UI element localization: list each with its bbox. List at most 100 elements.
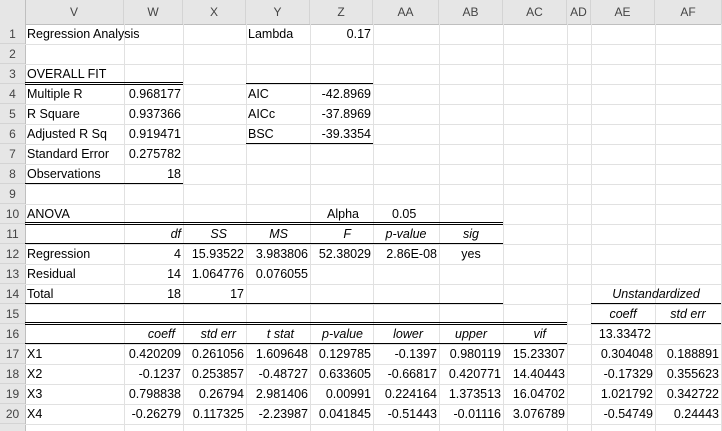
row-header-11[interactable]: 11 [0, 224, 25, 244]
row-header-9[interactable]: 9 [0, 184, 25, 204]
cell-x4-label[interactable]: X4 [27, 407, 43, 421]
cell-x1-unstd-coeff[interactable]: 0.304048 [600, 347, 653, 361]
row-header-5[interactable]: 5 [0, 104, 25, 124]
column-header-w[interactable]: W [124, 0, 183, 24]
cell-observations-value[interactable]: 18 [167, 167, 181, 181]
cell-x4-lower[interactable]: -0.51443 [387, 407, 437, 421]
cell-x2-lower[interactable]: -0.66817 [387, 367, 437, 381]
cell-r-square-label[interactable]: R Square [27, 107, 80, 121]
cell-total-ss[interactable]: 17 [230, 287, 244, 301]
cell-x3-p-value[interactable]: 0.00991 [325, 387, 371, 401]
row-header-1[interactable]: 1 [0, 24, 25, 44]
cell-alpha-value[interactable]: 0.05 [392, 207, 417, 221]
select-all-corner[interactable] [0, 0, 26, 24]
cell-aicc-label[interactable]: AICc [248, 107, 276, 121]
row-header-10[interactable]: 10 [0, 204, 25, 224]
cell-adj-r-sq-value[interactable]: 0.919471 [128, 127, 181, 141]
row-header-4[interactable]: 4 [0, 84, 25, 104]
coef-header-std-err[interactable]: std err [200, 327, 236, 341]
cell-title[interactable]: Regression Analysis [27, 27, 140, 41]
column-header-ab[interactable]: AB [439, 0, 503, 24]
cell-x2-unstd-std-err[interactable]: 0.355623 [666, 367, 719, 381]
column-header-z[interactable]: Z [310, 0, 373, 24]
cell-x2-coeff[interactable]: -0.1237 [138, 367, 181, 381]
cell-regression-f[interactable]: 52.38029 [318, 247, 371, 261]
anova-header-p-value[interactable]: p-value [385, 227, 427, 241]
cell-x1-std-err[interactable]: 0.261056 [191, 347, 244, 361]
cell-residual-df[interactable]: 14 [167, 267, 181, 281]
cell-x4-vif[interactable]: 3.076789 [512, 407, 565, 421]
cell-residual-ms[interactable]: 0.076055 [255, 267, 308, 281]
anova-header-sig[interactable]: sig [463, 227, 479, 241]
coef-header-t-stat[interactable]: t stat [266, 327, 294, 341]
coef-header-lower[interactable]: lower [393, 327, 423, 341]
cell-r-square-value[interactable]: 0.937366 [128, 107, 181, 121]
cell-bsc-label[interactable]: BSC [248, 127, 274, 141]
cell-x2-t-stat[interactable]: -0.48727 [258, 367, 308, 381]
cell-aic-label[interactable]: AIC [248, 87, 269, 101]
row-header-20[interactable]: 20 [0, 404, 25, 424]
cell-overall-fit-label[interactable]: OVERALL FIT [27, 67, 107, 81]
cell-lambda-label[interactable]: Lambda [248, 27, 294, 41]
cell-x1-upper[interactable]: 0.980119 [449, 347, 501, 361]
cell-x3-vif[interactable]: 16.04702 [512, 387, 565, 401]
cell-std-error-label[interactable]: Standard Error [27, 147, 109, 161]
cell-x1-vif[interactable]: 15.23307 [512, 347, 565, 361]
column-header-y[interactable]: Y [246, 0, 310, 24]
cell-x4-std-err[interactable]: 0.117325 [192, 407, 244, 421]
cell-multiple-r-value[interactable]: 0.968177 [128, 87, 181, 101]
cell-residual-ss[interactable]: 1.064776 [191, 267, 244, 281]
cell-alpha-label[interactable]: Alpha [327, 207, 359, 221]
cell-std-error-value[interactable]: 0.275782 [128, 147, 181, 161]
cell-x3-unstd-std-err[interactable]: 0.342722 [666, 387, 719, 401]
cell-x4-coeff[interactable]: -0.26279 [131, 407, 181, 421]
row-header-7[interactable]: 7 [0, 144, 25, 164]
column-header-af[interactable]: AF [655, 0, 722, 24]
cell-total-df[interactable]: 18 [167, 287, 181, 301]
cell-observations-label[interactable]: Observations [27, 167, 101, 181]
cell-regression-label[interactable]: Regression [27, 247, 91, 261]
cell-x1-lower[interactable]: -0.1397 [394, 347, 437, 361]
cell-x1-coeff[interactable]: 0.420209 [128, 347, 181, 361]
cell-aicc-value[interactable]: -37.8969 [321, 107, 371, 121]
column-header-ae[interactable]: AE [591, 0, 655, 24]
row-header-12[interactable]: 12 [0, 244, 25, 264]
row-header-17[interactable]: 17 [0, 344, 25, 364]
cell-lambda-value[interactable]: 0.17 [346, 27, 371, 41]
cell-regression-sig[interactable]: yes [461, 247, 481, 261]
cell-x2-label[interactable]: X2 [27, 367, 43, 381]
row-header-18[interactable]: 18 [0, 364, 25, 384]
cell-multiple-r-label[interactable]: Multiple R [27, 87, 83, 101]
cell-bsc-value[interactable]: -39.3354 [321, 127, 371, 141]
cell-x3-t-stat[interactable]: 2.981406 [255, 387, 308, 401]
coef-header-coeff[interactable]: coeff [147, 327, 175, 341]
row-header-3[interactable]: 3 [0, 64, 25, 84]
cell-aic-value[interactable]: -42.8969 [321, 87, 371, 101]
cell-x1-t-stat[interactable]: 1.609648 [255, 347, 308, 361]
column-header-x[interactable]: X [183, 0, 246, 24]
row-header-6[interactable]: 6 [0, 124, 25, 144]
cell-regression-ms[interactable]: 3.983806 [255, 247, 308, 261]
cell-x1-unstd-std-err[interactable]: 0.188891 [666, 347, 719, 361]
row-header-19[interactable]: 19 [0, 384, 25, 404]
anova-header-f[interactable]: F [343, 227, 351, 241]
cell-x1-label[interactable]: X1 [27, 347, 43, 361]
cell-unstandardized-label[interactable]: Unstandardized [612, 287, 700, 301]
column-header-ac[interactable]: AC [503, 0, 567, 24]
cell-x3-label[interactable]: X3 [27, 387, 43, 401]
cell-anova-label[interactable]: ANOVA [27, 207, 70, 221]
cell-regression-ss[interactable]: 15.93522 [191, 247, 244, 261]
coef-header-p-value[interactable]: p-value [322, 327, 363, 341]
column-header-ad[interactable]: AD [567, 0, 591, 24]
unstd-header-std-err[interactable]: std err [670, 307, 706, 321]
unstd-header-coeff[interactable]: coeff [609, 307, 637, 321]
cell-x3-lower[interactable]: 0.224164 [384, 387, 437, 401]
anova-header-ms[interactable]: MS [269, 227, 288, 241]
cell-adj-r-sq-label[interactable]: Adjusted R Sq [27, 127, 107, 141]
row-header-16[interactable]: 16 [0, 324, 25, 344]
anova-header-ss[interactable]: SS [210, 227, 227, 241]
cell-x2-std-err[interactable]: 0.253857 [191, 367, 244, 381]
cell-x3-upper[interactable]: 1.373513 [448, 387, 501, 401]
cell-regression-df[interactable]: 4 [174, 247, 181, 261]
cell-x3-std-err[interactable]: 0.26794 [198, 387, 244, 401]
